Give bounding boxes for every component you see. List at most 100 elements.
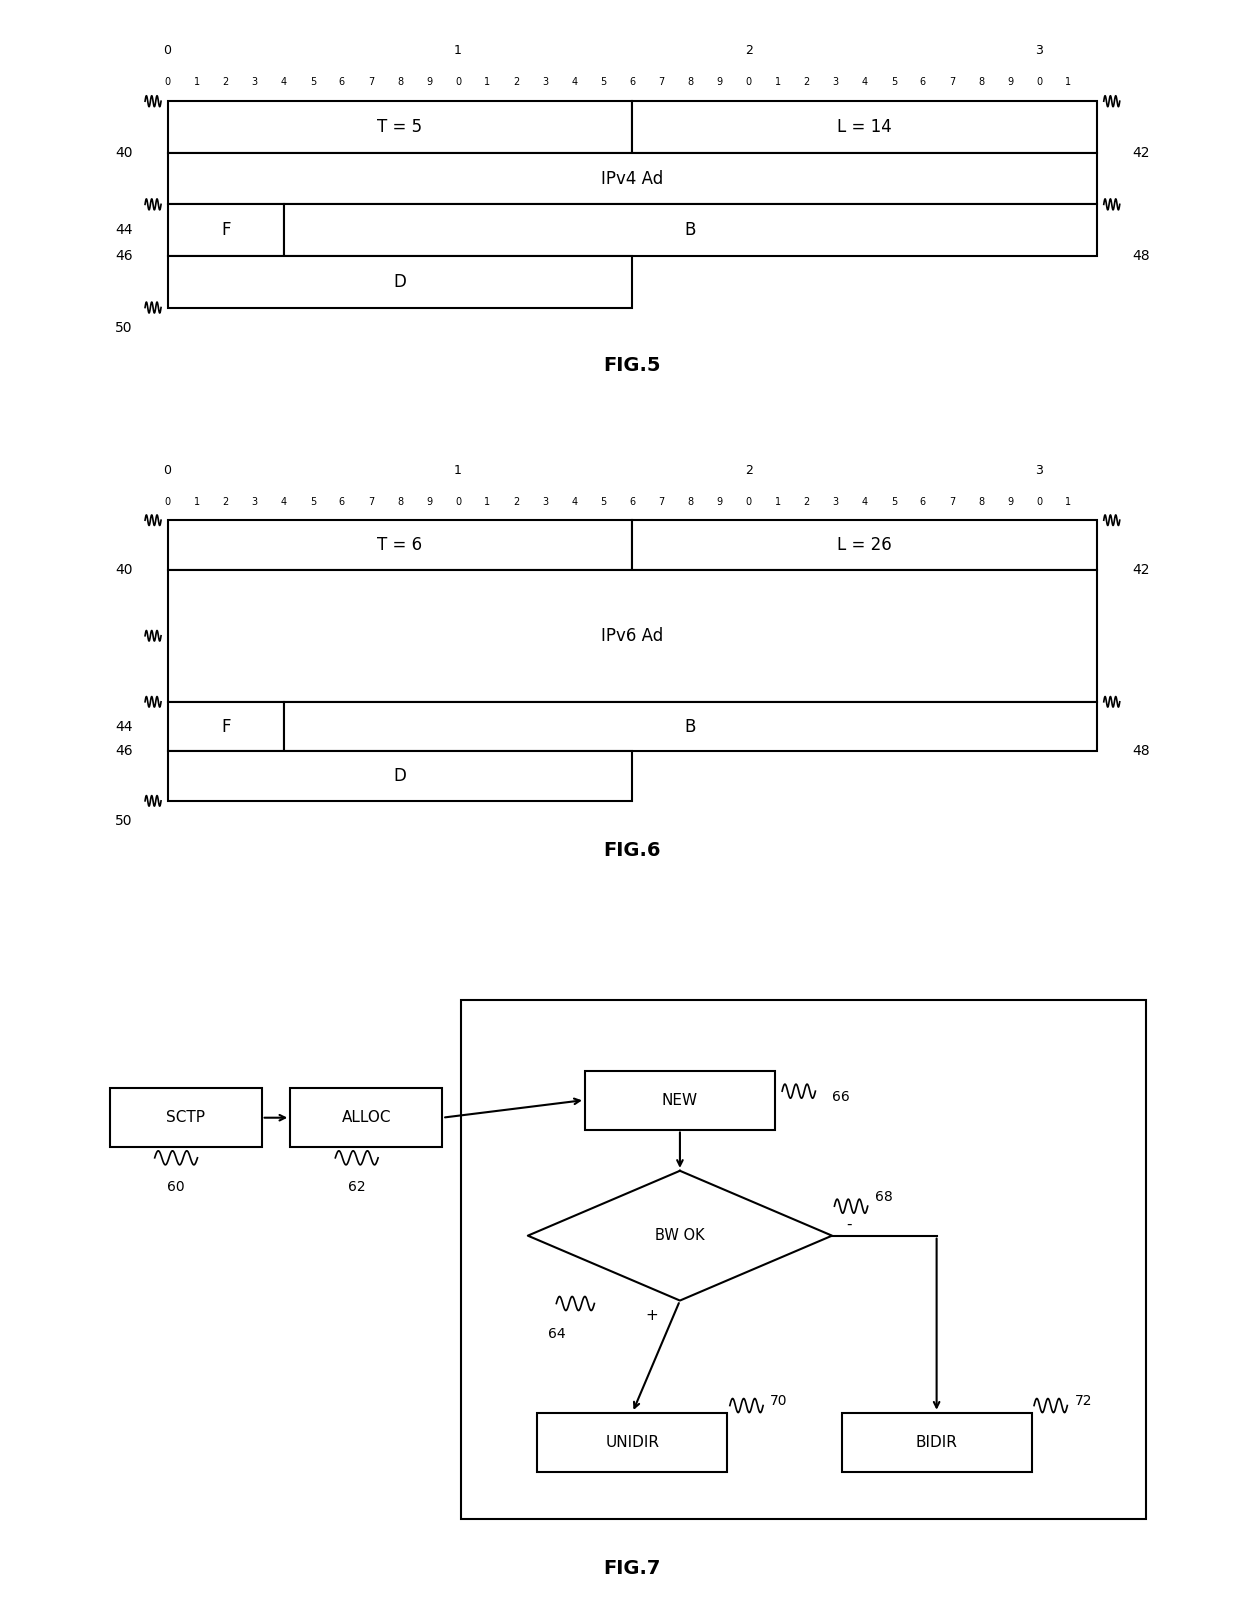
Text: UNIDIR: UNIDIR	[605, 1434, 660, 1450]
Text: 2: 2	[222, 496, 229, 508]
Text: 4: 4	[280, 496, 286, 508]
Text: 7: 7	[368, 496, 374, 508]
Text: NEW: NEW	[662, 1093, 698, 1108]
Text: 0: 0	[165, 78, 171, 88]
Text: 50: 50	[115, 814, 133, 829]
Text: 4: 4	[862, 78, 868, 88]
Text: D: D	[393, 272, 407, 290]
Text: 48: 48	[1132, 248, 1149, 263]
Text: 64: 64	[548, 1327, 565, 1341]
Text: 48: 48	[1132, 744, 1149, 759]
Text: 8: 8	[687, 78, 693, 88]
Text: 7: 7	[949, 78, 955, 88]
Text: 1: 1	[193, 496, 200, 508]
Text: 70: 70	[770, 1393, 787, 1408]
Text: ALLOC: ALLOC	[341, 1109, 391, 1126]
Text: -: -	[847, 1216, 852, 1231]
Text: 2: 2	[513, 496, 520, 508]
Text: 2: 2	[745, 464, 753, 477]
Text: 1: 1	[775, 496, 781, 508]
Text: 9: 9	[1007, 496, 1013, 508]
Text: 9: 9	[427, 78, 432, 88]
Text: 1: 1	[484, 78, 490, 88]
Text: 66: 66	[832, 1090, 849, 1105]
Text: 46: 46	[115, 248, 133, 263]
Text: 0: 0	[455, 78, 461, 88]
Bar	[537, 1413, 728, 1471]
Text: 7: 7	[949, 496, 955, 508]
Text: 5: 5	[310, 78, 316, 88]
Text: 1: 1	[193, 78, 200, 88]
Text: 4: 4	[572, 78, 578, 88]
Text: F: F	[221, 717, 231, 735]
Text: 3: 3	[542, 496, 548, 508]
Text: 72: 72	[1074, 1393, 1092, 1408]
Text: 8: 8	[397, 78, 403, 88]
Text: 6: 6	[630, 78, 635, 88]
Text: 0: 0	[165, 496, 171, 508]
Text: 8: 8	[978, 78, 985, 88]
Text: 40: 40	[115, 146, 133, 161]
Text: 1: 1	[454, 44, 463, 57]
Text: FIG.6: FIG.6	[604, 840, 661, 860]
Bar	[842, 1413, 1032, 1471]
Text: 1: 1	[1065, 78, 1071, 88]
Text: BIDIR: BIDIR	[915, 1434, 957, 1450]
Bar	[167, 204, 284, 256]
Text: T = 5: T = 5	[377, 118, 423, 136]
Text: B: B	[684, 717, 696, 735]
Text: 2: 2	[804, 496, 810, 508]
Text: 1: 1	[454, 464, 463, 477]
Text: 6: 6	[339, 78, 345, 88]
Text: 0: 0	[745, 496, 751, 508]
Text: 5: 5	[310, 496, 316, 508]
Text: 46: 46	[115, 744, 133, 759]
Text: 60: 60	[167, 1179, 185, 1194]
Bar	[167, 521, 632, 569]
Text: 2: 2	[745, 44, 753, 57]
Text: 3: 3	[542, 78, 548, 88]
Text: 1: 1	[775, 78, 781, 88]
Text: 9: 9	[717, 78, 723, 88]
Text: 0: 0	[164, 44, 171, 57]
Text: 0: 0	[1037, 496, 1042, 508]
Text: 6: 6	[630, 496, 635, 508]
Text: 5: 5	[890, 496, 897, 508]
Text: 9: 9	[427, 496, 432, 508]
Text: IPv4 Ad: IPv4 Ad	[601, 170, 663, 188]
Text: L = 14: L = 14	[837, 118, 893, 136]
Bar	[167, 152, 1097, 204]
Text: 9: 9	[1007, 78, 1013, 88]
Text: 7: 7	[368, 78, 374, 88]
Text: 3: 3	[1035, 44, 1043, 57]
Bar	[284, 702, 1097, 751]
Text: 40: 40	[115, 563, 133, 577]
Text: FIG.7: FIG.7	[604, 1559, 661, 1578]
Bar	[284, 204, 1097, 256]
Bar	[167, 569, 1097, 702]
Bar	[167, 751, 632, 801]
Bar	[167, 101, 632, 152]
Bar	[167, 702, 284, 751]
Bar	[290, 1088, 443, 1147]
Text: B: B	[684, 221, 696, 238]
Text: 44: 44	[115, 720, 133, 733]
Text: 50: 50	[115, 321, 133, 336]
Text: 6: 6	[920, 78, 926, 88]
Text: 2: 2	[222, 78, 229, 88]
Text: F: F	[221, 221, 231, 238]
Text: BW OK: BW OK	[655, 1228, 704, 1242]
Text: 1: 1	[1065, 496, 1071, 508]
Text: 7: 7	[658, 496, 665, 508]
Text: 9: 9	[717, 496, 723, 508]
Text: 8: 8	[397, 496, 403, 508]
Text: 42: 42	[1132, 146, 1149, 161]
Text: 0: 0	[745, 78, 751, 88]
Text: 2: 2	[804, 78, 810, 88]
Text: 4: 4	[862, 496, 868, 508]
Text: SCTP: SCTP	[166, 1109, 205, 1126]
Text: 62: 62	[348, 1179, 366, 1194]
Text: 8: 8	[978, 496, 985, 508]
Bar	[109, 1088, 262, 1147]
Text: 44: 44	[115, 224, 133, 237]
